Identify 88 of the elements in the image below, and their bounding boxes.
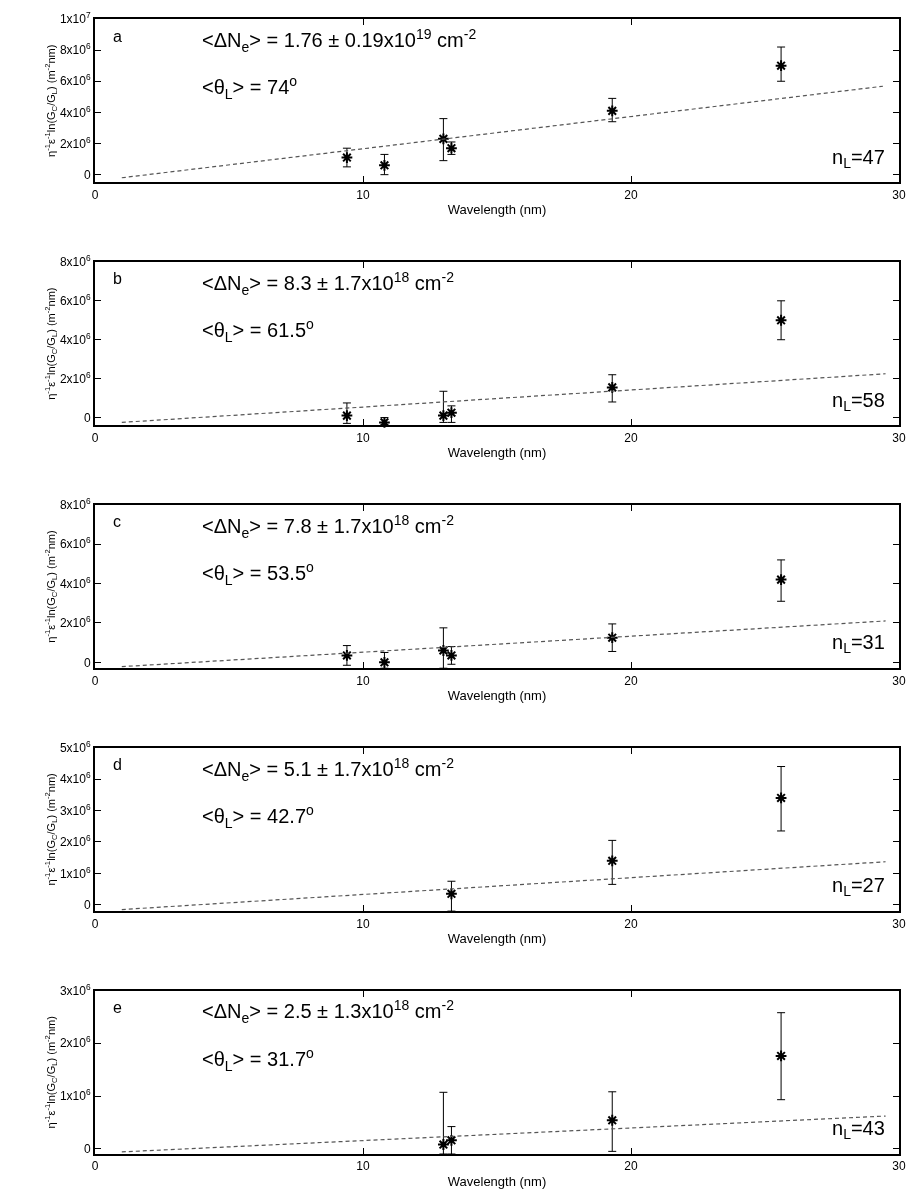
annotation: d — [113, 756, 122, 773]
y-tick-label: 6x10$^{6}$ — [59, 535, 91, 552]
x-tick-label: 30 — [892, 430, 906, 445]
annotation: a — [113, 28, 122, 45]
x-tick-label: 20 — [624, 673, 638, 688]
point — [774, 573, 788, 587]
x-tick-label: 10 — [356, 187, 370, 202]
y-tick-label: 2x10$^{6}$ — [59, 369, 91, 386]
x-tick-label: 20 — [624, 430, 638, 445]
point — [437, 132, 450, 146]
y-tick-label: 4x10$^{6}$ — [59, 574, 91, 591]
x-tick-label: 30 — [892, 1159, 906, 1174]
point — [605, 854, 619, 868]
y-tick-label: 0 — [83, 410, 91, 425]
y-tick-label: 6x10$^{6}$ — [59, 72, 91, 89]
y-tick-label: 2x10$^{6}$ — [59, 833, 91, 850]
annotation: <ΔN$_{e}$> = 5.1 ± 1.7x10$^{18}$ cm$^{-2}$ — [202, 755, 455, 784]
point — [445, 887, 458, 901]
y-tick-label: 2x10$^{6}$ — [59, 614, 91, 631]
annotation: <θ$_{L}$> = 74$^{o}$ — [202, 73, 298, 102]
annotation: n$_{L}$=47 — [832, 146, 885, 172]
annotation: <ΔN$_{e}$> = 8.3 ± 1.7x10$^{18}$ cm$^{-2}$ — [202, 269, 455, 298]
annotation: e — [113, 999, 122, 1016]
y-tick-label: 0 — [83, 167, 91, 182]
y-tick-label: 8x10$^{6}$ — [59, 41, 91, 58]
y-tick-label: 4x10$^{6}$ — [59, 103, 91, 120]
x-tick-label: 10 — [356, 673, 370, 688]
annotation: n$_{L}$=58 — [832, 389, 885, 415]
x-axis-title: Wavelength (nm) — [447, 930, 547, 946]
x-tick-label: 20 — [624, 916, 638, 931]
y-tick-label: 2x10$^{6}$ — [59, 134, 91, 151]
annotation: n$_{L}$=27 — [832, 874, 885, 900]
y-tick-label: 3x10$^{6}$ — [59, 981, 91, 998]
y-tick-label: 1x10$^{7}$ — [59, 10, 91, 27]
point — [774, 313, 788, 327]
point — [378, 416, 391, 429]
y-tick-label: 0 — [83, 898, 91, 913]
y-tick-label: 6x10$^{6}$ — [59, 291, 91, 308]
point — [605, 1113, 619, 1127]
point — [378, 158, 391, 172]
annotation: n$_{L}$=31 — [832, 631, 885, 657]
point — [605, 104, 619, 118]
point — [605, 380, 619, 394]
y-tick-label: 8x10$^{6}$ — [59, 253, 91, 270]
point — [605, 631, 619, 645]
y-tick-label: 1x10$^{6}$ — [59, 1087, 91, 1104]
annotation: <θ$_{L}$> = 61.5$^{o}$ — [202, 316, 315, 345]
y-tick-label: 8x10$^{6}$ — [59, 495, 91, 512]
x-axis-title: Wavelength (nm) — [447, 444, 547, 460]
annotation: <θ$_{L}$> = 53.5$^{o}$ — [202, 559, 315, 588]
point — [445, 1133, 458, 1147]
x-tick-label: 10 — [356, 1159, 370, 1174]
point — [774, 791, 788, 805]
y-tick-label: 5x10$^{6}$ — [59, 738, 91, 755]
point — [437, 1138, 450, 1151]
y-tick-label: 2x10$^{6}$ — [59, 1034, 91, 1051]
point — [437, 409, 450, 422]
x-tick-label: 20 — [624, 1159, 638, 1174]
annotation: <θ$_{L}$> = 42.7$^{o}$ — [202, 802, 315, 831]
point — [340, 151, 354, 164]
x-tick-label: 30 — [892, 916, 906, 931]
annotation: <ΔN$_{e}$> = 2.5 ± 1.3x10$^{18}$ cm$^{-2}$ — [202, 997, 455, 1026]
y-tick-label: 1x10$^{6}$ — [59, 864, 91, 881]
x-tick-label: 30 — [892, 187, 906, 202]
x-tick-label: 20 — [624, 187, 638, 202]
x-tick-label: 30 — [892, 673, 906, 688]
y-tick-label: 3x10$^{6}$ — [59, 801, 91, 818]
x-axis-title: Wavelength (nm) — [447, 201, 547, 217]
x-axis-title: Wavelength (nm) — [447, 1173, 547, 1189]
x-tick-label: 10 — [356, 916, 370, 931]
annotation: <ΔN$_{e}$> = 7.8 ± 1.7x10$^{18}$ cm$^{-2}$ — [202, 512, 455, 541]
x-tick-label: 10 — [356, 430, 370, 445]
annotation: c — [113, 513, 121, 530]
annotation: <θ$_{L}$> = 31.7$^{o}$ — [202, 1045, 315, 1074]
y-tick-label: 4x10$^{6}$ — [59, 330, 91, 347]
y-tick-label: 4x10$^{6}$ — [59, 770, 91, 787]
point — [340, 649, 354, 662]
point — [340, 409, 354, 422]
point — [774, 59, 788, 73]
y-tick-label: 0 — [83, 655, 91, 670]
annotation: <ΔN$_{e}$> = 1.76 ± 0.19x10$^{19}$ cm$^{-2}$ — [202, 26, 477, 55]
point — [437, 644, 450, 657]
annotation: n$_{L}$=43 — [832, 1117, 885, 1143]
point — [774, 1049, 788, 1063]
x-axis-title: Wavelength (nm) — [447, 687, 547, 703]
annotation: b — [113, 270, 122, 287]
y-tick-label: 0 — [83, 1141, 91, 1156]
point — [378, 655, 391, 669]
